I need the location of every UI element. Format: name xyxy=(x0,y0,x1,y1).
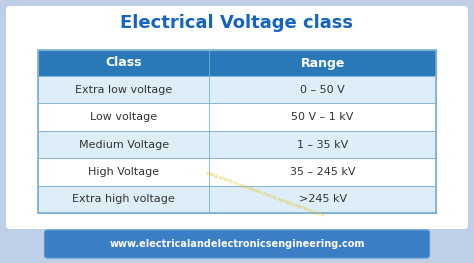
Bar xyxy=(38,76,436,103)
FancyBboxPatch shape xyxy=(45,230,429,258)
Text: High Voltage: High Voltage xyxy=(88,167,159,177)
Text: Extra high voltage: Extra high voltage xyxy=(72,194,175,204)
Text: Class: Class xyxy=(105,57,142,69)
FancyBboxPatch shape xyxy=(6,6,468,229)
Text: www.electricalandelectronicsengineering.com: www.electricalandelectronicsengineering.… xyxy=(205,170,326,218)
Text: 0 – 50 V: 0 – 50 V xyxy=(300,85,345,95)
Text: Medium Voltage: Medium Voltage xyxy=(79,139,169,149)
Text: Extra low voltage: Extra low voltage xyxy=(75,85,172,95)
Bar xyxy=(38,50,436,76)
Text: 1 – 35 kV: 1 – 35 kV xyxy=(297,139,348,149)
Bar xyxy=(38,103,436,131)
Text: 35 – 245 kV: 35 – 245 kV xyxy=(290,167,356,177)
Text: Range: Range xyxy=(301,57,345,69)
Text: 50 V – 1 kV: 50 V – 1 kV xyxy=(292,112,354,122)
Text: >245 kV: >245 kV xyxy=(299,194,346,204)
Text: Low voltage: Low voltage xyxy=(90,112,157,122)
Text: Electrical Voltage class: Electrical Voltage class xyxy=(120,14,354,32)
Bar xyxy=(38,158,436,186)
Bar xyxy=(38,131,436,158)
Bar xyxy=(38,186,436,213)
Text: www.electricalandelectronicsengineering.com: www.electricalandelectronicsengineering.… xyxy=(109,239,365,249)
Bar xyxy=(38,50,436,213)
